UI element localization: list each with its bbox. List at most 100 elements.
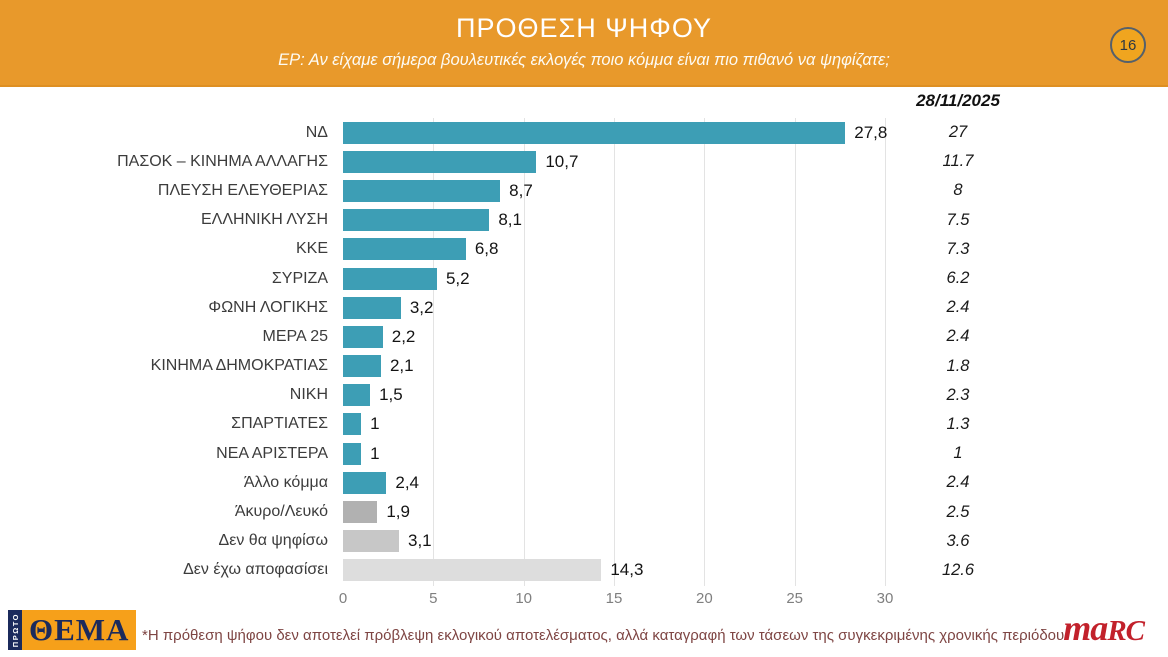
chart-row: Δεν θα ψηφίσω 3,1 3.6: [0, 527, 1168, 556]
category-label: ΝΙΚΗ: [289, 386, 328, 404]
chart-row: Άκυρο/Λευκό 1,9 2.5: [0, 497, 1168, 526]
bar: [343, 471, 387, 494]
bar-value-label: 14,3: [610, 560, 644, 580]
x-axis-tick: 25: [786, 590, 803, 607]
bar: [343, 267, 437, 290]
bar: [343, 121, 846, 144]
marc-logo: maRC: [1063, 607, 1145, 649]
category-label: ΠΛΕΥΣΗ ΕΛΕΥΘΕΡΙΑΣ: [157, 181, 328, 199]
bar: [343, 325, 383, 348]
chart-row: ΣΥΡΙΖΑ 5,2 6.2: [0, 264, 1168, 293]
category-label: Άκυρο/Λευκό: [234, 503, 328, 521]
reference-value: 7.3: [946, 239, 970, 258]
x-axis-tick: 0: [338, 590, 348, 607]
chart-row: ΦΩΝΗ ΛΟΓΙΚΗΣ 3,2 2.4: [0, 293, 1168, 322]
bar-track: 6,8: [343, 235, 888, 264]
bar-value-label: 2,1: [389, 356, 414, 376]
category-label: ΣΥΡΙΖΑ: [271, 269, 328, 287]
reference-value: 1.3: [946, 414, 970, 433]
bar: [343, 530, 399, 553]
x-axis-tick: 5: [429, 590, 438, 607]
chart-row: ΝΔ 27,8 27: [0, 118, 1168, 147]
bar-track: 1: [343, 439, 888, 468]
chart-row: ΝΕΑ ΑΡΙΣΤΕΡΑ 1 1: [0, 439, 1168, 468]
page-number-badge: 16: [1110, 27, 1146, 63]
marc-logo-part2: RC: [1107, 615, 1145, 647]
category-label: Δεν θα ψηφίσω: [218, 532, 328, 550]
bar-value-label: 1: [370, 443, 380, 463]
bar-value-label: 1,5: [379, 385, 403, 405]
bar-value-label: 27,8: [854, 122, 888, 142]
footer: ΠΡΩΤΟ ΘΕΜΑ *Η πρόθεση ψήφου δεν αποτελεί…: [0, 601, 1168, 657]
bar-track: 2,4: [343, 468, 888, 497]
bar-track: 27,8: [343, 118, 888, 147]
chart-row: ΚΙΝΗΜΑ ΔΗΜΟΚΡΑΤΙΑΣ 2,1 1.8: [0, 352, 1168, 381]
bar: [343, 296, 401, 319]
category-label: Δεν έχω αποφασίσει: [183, 561, 328, 579]
bar-value-label: 10,7: [545, 151, 579, 171]
bar-value-label: 5,2: [445, 268, 470, 288]
chart-row: ΕΛΛΗΝΙΚΗ ΛΥΣΗ 8,1 7.5: [0, 206, 1168, 235]
reference-value: 8: [953, 181, 963, 200]
bar: [343, 150, 537, 173]
bar: [343, 384, 371, 407]
bar: [343, 501, 378, 524]
thema-logo-vertical-text: ΠΡΩΤΟ: [10, 612, 20, 648]
x-axis-tick: 10: [515, 590, 532, 607]
thema-logo: ΠΡΩΤΟ ΘΕΜΑ: [8, 610, 137, 650]
reference-value: 27: [948, 123, 968, 142]
chart-row: Δεν έχω αποφασίσει 14,3 12.6: [0, 556, 1168, 585]
bar: [343, 442, 362, 465]
category-label: ΚΚΕ: [295, 240, 328, 258]
reference-value: 12.6: [941, 560, 975, 579]
bar-track: 1: [343, 410, 888, 439]
reference-value: 3.6: [946, 531, 970, 550]
x-axis-tick: 30: [876, 590, 894, 607]
bar-track: 2,2: [343, 322, 888, 351]
page-subtitle: ΕΡ: Αν είχαμε σήμερα βουλευτικές εκλογές…: [278, 51, 890, 69]
chart-row: ΚΚΕ 6,8 7.3: [0, 235, 1168, 264]
bar-chart: 28/11/2025 ΝΔ 27,8 27 ΠΑΣΟΚ – ΚΙΝΗΜΑ ΑΛΛΑΓΗ…: [0, 87, 1168, 609]
bar-value-label: 3,2: [409, 297, 434, 317]
chart-row: ΠΑΣΟΚ – ΚΙΝΗΜΑ ΑΛΛΑΓΗΣ 10,7 11.7: [0, 147, 1168, 176]
reference-value: 2.3: [946, 385, 970, 404]
x-axis-tick: 20: [695, 590, 713, 607]
bar-value-label: 3,1: [408, 531, 432, 551]
date-column-header: 28/11/2025: [916, 91, 1000, 110]
bar: [343, 355, 381, 378]
thema-logo-strip: ΠΡΩΤΟ: [8, 610, 22, 650]
bar: [343, 179, 501, 202]
bar-value-label: 2,4: [395, 472, 419, 492]
bar-track: 3,1: [343, 527, 888, 556]
bar-track: 5,2: [343, 264, 888, 293]
page-title: ΠΡΟΘΕΣΗ ΨΗΦΟΥ: [456, 13, 712, 43]
bar-value-label: 1: [370, 414, 380, 434]
category-label: Άλλο κόμμα: [243, 473, 328, 491]
category-label: ΝΕΑ ΑΡΙΣΤΕΡΑ: [216, 444, 328, 462]
chart-rows: ΝΔ 27,8 27 ΠΑΣΟΚ – ΚΙΝΗΜΑ ΑΛΛΑΓΗΣ 10,7 11.7 ΠΛ…: [0, 118, 1168, 585]
chart-row: Άλλο κόμμα 2,4 2.4: [0, 468, 1168, 497]
header-banner: ΠΡΟΘΕΣΗ ΨΗΦΟΥ ΕΡ: Αν είχαμε σήμερα βουλε…: [0, 0, 1168, 87]
bar-track: 8,1: [343, 206, 888, 235]
reference-value: 11.7: [942, 152, 974, 171]
bar-track: 14,3: [343, 556, 888, 585]
category-label: ΣΠΑΡΤΙΑΤΕΣ: [231, 415, 328, 433]
bar-value-label: 8,7: [509, 180, 533, 200]
category-label: ΕΛΛΗΝΙΚΗ ΛΥΣΗ: [200, 211, 328, 229]
reference-value: 2.4: [946, 298, 970, 317]
bar-track: 2,1: [343, 352, 888, 381]
bar: [343, 209, 490, 232]
bar-track: 10,7: [343, 147, 888, 176]
bar-value-label: 6,8: [474, 239, 499, 259]
chart-row: ΠΛΕΥΣΗ ΕΛΕΥΘΕΡΙΑΣ 8,7 8: [0, 176, 1168, 205]
chart-row: ΝΙΚΗ 1,5 2.3: [0, 381, 1168, 410]
x-axis-tick: 15: [605, 590, 623, 607]
reference-value: 2.4: [946, 473, 970, 492]
category-label: ΜΕΡΑ 25: [262, 327, 328, 345]
category-label: ΚΙΝΗΜΑ ΔΗΜΟΚΡΑΤΙΑΣ: [150, 357, 328, 375]
bar-value-label: 1,9: [386, 502, 410, 522]
category-label: ΝΔ: [305, 123, 328, 141]
bar: [343, 238, 466, 261]
bar-track: 1,5: [343, 381, 888, 410]
bar-value-label: 2,2: [391, 326, 416, 346]
